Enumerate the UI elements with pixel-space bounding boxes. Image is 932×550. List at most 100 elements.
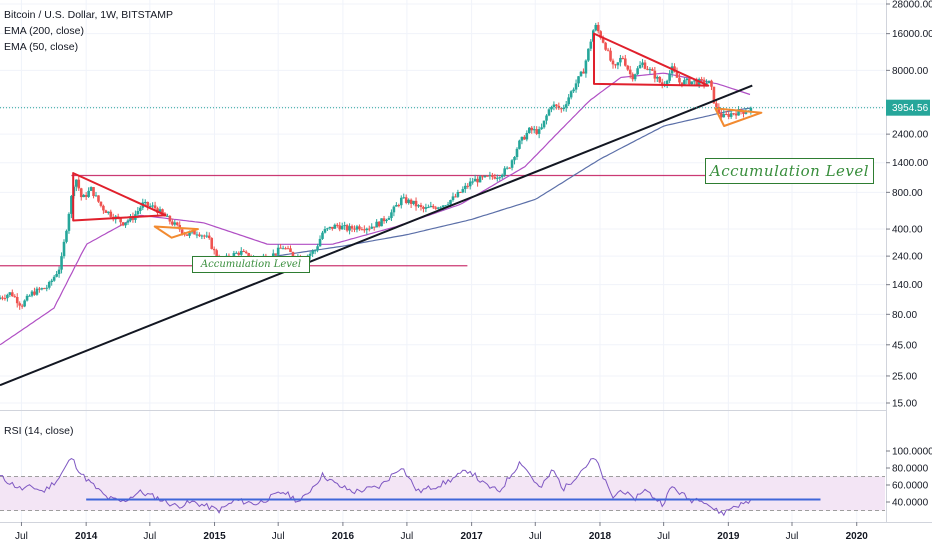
candle-body (370, 226, 374, 229)
candle-body (658, 77, 662, 83)
candle-body (353, 228, 356, 230)
candle-body (446, 204, 450, 206)
candle-body (338, 225, 342, 230)
candle-body (525, 132, 529, 140)
candle-body (619, 57, 622, 63)
candle-body (624, 58, 627, 66)
candle-body (25, 295, 29, 301)
candle-body (318, 238, 322, 247)
triangle-pattern-orange (714, 107, 763, 127)
candle-body (606, 49, 610, 51)
time-tick-label: Jul (15, 531, 28, 542)
candle-body (601, 38, 605, 43)
candle-body (23, 300, 26, 307)
candle-body (30, 291, 34, 296)
candle-body (729, 113, 733, 117)
candle-body (478, 176, 482, 183)
candle-body (628, 69, 632, 75)
candle-body (678, 77, 681, 83)
candle-body (419, 205, 423, 207)
rsi-tick-label: 40.0000 (892, 498, 929, 509)
triangle-pattern-red (72, 172, 167, 222)
candle-body (13, 296, 17, 298)
candle-body (350, 226, 354, 229)
candle-body (92, 187, 95, 197)
candle-body (323, 229, 327, 233)
candle-body (449, 200, 452, 205)
time-tick-label: 2014 (75, 531, 98, 542)
candle-body (375, 221, 378, 228)
candle-body (454, 196, 457, 198)
candle-body (463, 185, 467, 190)
candle-body (727, 114, 730, 117)
candle-body (594, 24, 598, 31)
candle-body (424, 207, 428, 209)
candle-body (427, 207, 430, 209)
candle-body (1, 297, 4, 299)
legend-ema50[interactable]: EMA (50, close) (4, 41, 79, 53)
candle-body (483, 175, 487, 178)
candle-body (372, 226, 376, 228)
price-tick-label: 45.00 (892, 340, 917, 351)
candle-body (550, 107, 553, 110)
candle-body (205, 235, 209, 237)
candle-body (348, 226, 351, 231)
candle-body (180, 229, 184, 234)
candle-body (491, 175, 494, 177)
candle-body (188, 232, 191, 236)
candle-body (104, 210, 108, 213)
candle-body (271, 253, 275, 259)
candle-body (237, 252, 241, 255)
candle-body (552, 104, 556, 108)
candle-body (596, 24, 600, 32)
candle-body (193, 230, 196, 235)
candle-body (508, 167, 511, 169)
candle-body (515, 148, 519, 158)
candle-body (510, 160, 514, 168)
candle-body (582, 71, 585, 74)
legend-ema200[interactable]: EMA (200, close) (4, 25, 84, 37)
candle-body (523, 136, 526, 140)
candle-body (380, 218, 383, 227)
ema200-line (267, 107, 751, 258)
candle-body (616, 62, 620, 66)
candle-body (15, 296, 19, 304)
candle-body (412, 200, 415, 204)
candle-body (232, 253, 236, 259)
candle-body (0, 297, 2, 300)
candle-body (407, 199, 410, 203)
legend-symbol[interactable]: Bitcoin / U.S. Dollar, 1W, BITSTAMP (4, 9, 174, 21)
candle-body (473, 178, 477, 182)
candle-body (471, 181, 474, 183)
candle-body (239, 250, 243, 255)
candle-body (185, 234, 189, 236)
candle-body (744, 112, 748, 114)
time-tick-label: 2016 (332, 531, 355, 542)
candle-body (712, 86, 716, 104)
accumulation-level-label[interactable]: Accumulation Level (705, 158, 874, 184)
candle-body (621, 57, 625, 59)
candle-body (65, 230, 68, 242)
candle-body (468, 181, 472, 187)
accumulation-level-label-small[interactable]: Accumulation Level (192, 256, 310, 273)
candle-body (97, 195, 100, 202)
time-axis-bg (0, 522, 932, 550)
price-tick-label: 400.00 (892, 225, 923, 236)
legend-rsi[interactable]: RSI (14, close) (4, 425, 74, 437)
candle-body (409, 199, 413, 204)
candle-body (33, 291, 36, 295)
candle-body (520, 136, 524, 141)
candle-body (392, 206, 396, 213)
candle-body (715, 103, 718, 107)
candle-body (363, 229, 366, 231)
candle-body (242, 250, 246, 252)
candle-body (505, 167, 509, 169)
candle-body (173, 222, 177, 225)
candle-body (397, 205, 401, 207)
time-tick-label: 2019 (717, 531, 740, 542)
candle-body (535, 129, 538, 134)
candle-body (109, 211, 113, 217)
candle-body (367, 228, 371, 230)
candle-body (274, 253, 278, 255)
candle-body (358, 226, 361, 230)
